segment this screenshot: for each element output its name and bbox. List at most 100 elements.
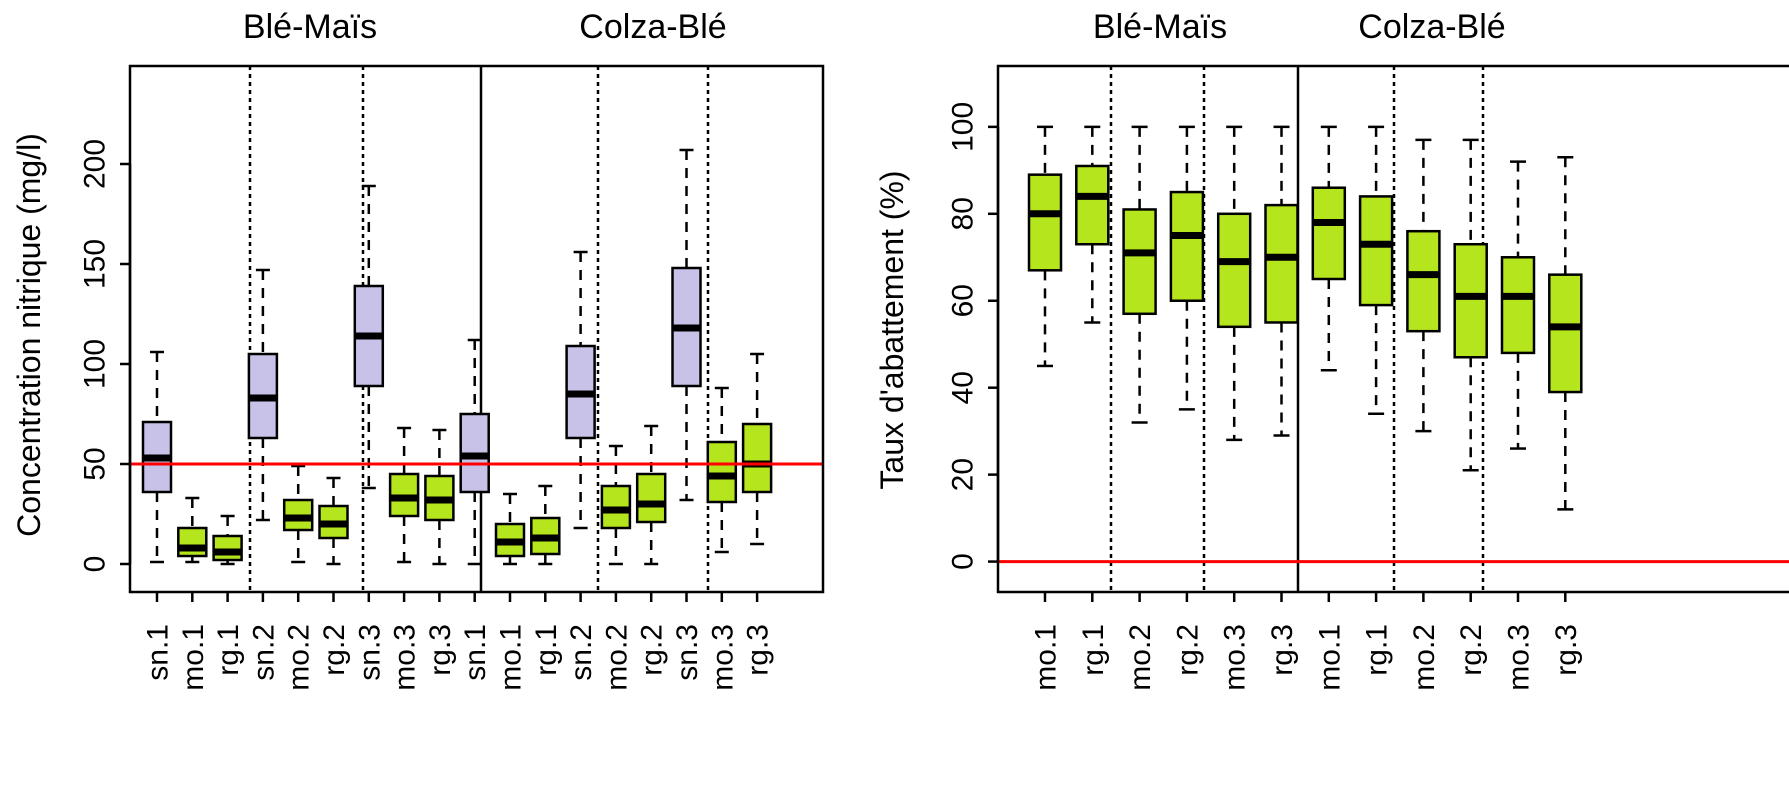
x-tick-label: mo.3 [1503,624,1536,691]
y-tick-label: 40 [947,371,980,404]
x-tick-label: sn.1 [142,624,175,681]
y-tick-label: 200 [79,139,112,189]
box-rg-2 [318,476,349,566]
x-tick-label: rg.3 [1550,624,1583,676]
box-rg-1 [1358,125,1394,416]
box-iqr [1453,242,1488,359]
box-iqr [1264,203,1299,324]
box-sn-1 [459,338,490,566]
x-tick-label: rg.2 [318,624,351,676]
box-mo-3 [388,426,420,564]
y-axis-label: Concentration nitrique (mg/l) [11,133,47,537]
box-iqr [1358,195,1394,307]
box-mo-1 [177,496,208,564]
x-tick-label: rg.2 [1171,624,1204,676]
group-label-ble-mais: Blé-Maïs [243,8,377,46]
x-tick-label: rg.3 [1266,624,1299,676]
box-rg-3 [1548,156,1583,511]
box-mo-1 [1311,125,1347,372]
box-mo-2 [1406,138,1441,433]
x-tick-label: rg.3 [424,624,457,676]
box-mo-3 [1216,125,1252,442]
box-rg-3 [424,428,455,566]
box-mo-2 [282,464,314,564]
x-tick-label: rg.1 [1077,624,1110,676]
x-tick-label: mo.1 [177,624,210,691]
x-tick-label: mo.2 [283,624,316,691]
y-tick-label: 50 [79,447,112,480]
box-iqr [1075,164,1110,246]
group-label-ble-mais: Blé-Maïs [1093,8,1227,46]
y-tick-label: 0 [947,553,980,570]
y-tick-label: 100 [947,102,980,152]
box-iqr [635,472,667,524]
x-tick-label: mo.3 [1219,624,1252,691]
y-axis-label: Taux d'abattement (%) [874,170,910,489]
box-rg-2 [1169,125,1205,411]
plot-frame [128,64,825,594]
box-rg-2 [1453,138,1488,472]
box-sn-2 [565,250,596,530]
x-tick-label: rg.1 [530,624,563,676]
y-tick-label: 20 [947,458,980,491]
y-tick-label: 80 [947,197,980,230]
x-tick-label: sn.3 [671,624,704,681]
box-iqr [1311,186,1347,281]
box-rg-3 [741,352,773,546]
group-label-colza-ble: Colza-Blé [579,8,726,46]
x-tick-label: sn.2 [565,624,598,681]
box-rg-1 [212,514,243,566]
x-tick-label: rg.2 [636,624,669,676]
box-rg-2 [635,424,667,566]
x-tick-label: mo.2 [1408,624,1441,691]
x-tick-label: mo.3 [706,624,739,691]
box-sn-3 [353,184,385,490]
x-tick-label: mo.1 [1030,624,1063,691]
box-iqr [741,422,773,494]
box-mo-1 [1027,125,1063,368]
box-iqr [1122,208,1157,316]
y-axis: 0 50 100 150 200 [79,139,132,573]
x-tick-label: mo.3 [389,624,422,691]
box-mo-3 [1500,160,1536,450]
x-tick-label: mo.2 [600,624,633,691]
plot-frame [996,64,1789,594]
box-iqr [177,526,208,558]
box-iqr [212,534,243,562]
group-label-colza-ble: Colza-Blé [1358,8,1505,46]
y-tick-label: 100 [79,339,112,389]
x-tick-label: sn.1 [459,624,492,681]
x-tick-label: rg.3 [742,624,775,676]
y-axis: 0 20 40 60 80 100 [947,102,1000,570]
box-iqr [1500,256,1536,355]
box-mo-3 [706,386,738,554]
box-iqr [1027,173,1063,272]
box-rg-1 [1075,125,1110,324]
x-tick-label: mo.2 [1124,624,1157,691]
box-mo-1 [494,492,526,566]
abatement-rate-panel: Blé-Maïs Colza-Blé Taux d'abattement (%)… [874,8,1789,691]
box-sn-1 [141,350,173,564]
box-iqr [1406,229,1441,333]
x-tick-label: mo.1 [495,624,528,691]
x-tick-label: sn.3 [353,624,386,681]
y-tick-label: 0 [79,556,112,573]
x-tick-label: rg.1 [212,624,245,676]
box-sn-3 [671,148,702,502]
box-iqr [1169,190,1205,302]
box-iqr [1548,273,1583,394]
x-tick-label: mo.1 [1313,624,1346,691]
box-sn-2 [247,268,279,522]
box-rg-3 [1264,125,1299,437]
y-tick-label: 150 [79,239,112,289]
box-mo-2 [600,444,632,566]
nitrate-concentration-panel: Blé-Maïs Colza-Blé Concentration nitriqu… [11,8,825,691]
box-mo-2 [1122,125,1157,424]
x-tick-label: sn.2 [247,624,280,681]
box-rg-1 [530,484,561,566]
x-tick-label: rg.1 [1361,624,1394,676]
x-tick-label: rg.2 [1455,624,1488,676]
box-iqr [1216,212,1252,329]
y-tick-label: 60 [947,284,980,317]
